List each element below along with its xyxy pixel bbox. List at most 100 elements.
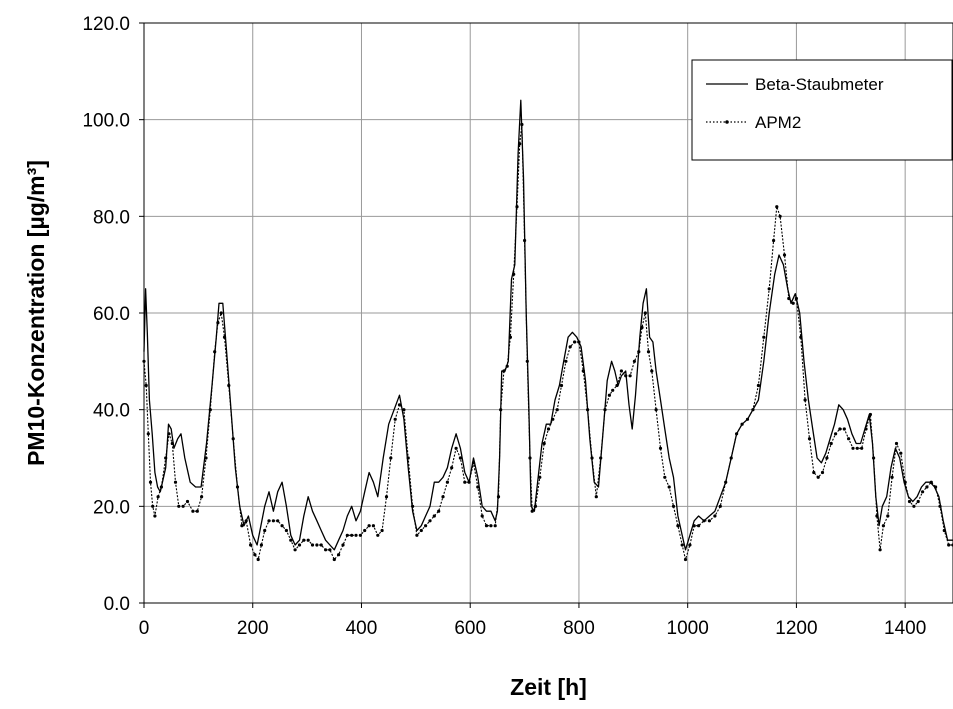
data-point-apm2 <box>615 383 619 388</box>
data-point-apm2 <box>533 504 538 508</box>
data-point-apm2 <box>903 480 907 484</box>
data-point-apm2 <box>590 456 594 460</box>
y-tick-label: 80.0 <box>93 207 130 228</box>
data-point-apm2 <box>397 403 402 407</box>
data-point-apm2 <box>573 340 577 344</box>
data-point-apm2 <box>505 364 509 368</box>
data-point-apm2 <box>538 475 542 479</box>
data-point-apm2 <box>921 490 925 494</box>
data-point-apm2 <box>847 437 851 441</box>
data-point-apm2 <box>663 475 667 479</box>
data-point-apm2 <box>586 408 590 412</box>
data-point-apm2 <box>875 514 879 518</box>
data-point-apm2 <box>628 374 632 378</box>
x-tick-label: 600 <box>454 618 486 639</box>
data-point-apm2 <box>778 214 782 218</box>
data-point-apm2 <box>713 514 717 518</box>
data-point-apm2 <box>328 548 332 552</box>
x-axis-ticks: 0 200 400 600 800 1000 1200 1400 <box>139 603 926 639</box>
data-point-apm2 <box>581 369 585 373</box>
data-point-apm2 <box>729 456 733 460</box>
x-tick-label: 400 <box>346 618 378 639</box>
series-line-apm2 <box>143 123 953 561</box>
data-point-apm2 <box>213 350 217 354</box>
data-point-apm2 <box>480 514 484 518</box>
data-point-apm2 <box>219 311 223 315</box>
data-point-apm2 <box>772 238 776 243</box>
data-point-apm2 <box>458 456 462 460</box>
data-point-apm2 <box>280 524 284 528</box>
legend-label-beta-staubmeter: Beta-Staubmeter <box>755 75 884 94</box>
data-point-apm2 <box>259 543 263 547</box>
data-point-apm2 <box>302 538 306 542</box>
data-point-apm2 <box>204 456 208 460</box>
data-point-apm2 <box>542 441 546 446</box>
data-point-apm2 <box>173 480 178 484</box>
y-tick-label: 120.0 <box>82 14 130 35</box>
y-tick-label: 40.0 <box>93 401 130 422</box>
data-point-apm2 <box>619 369 624 373</box>
data-point-apm2 <box>293 548 297 552</box>
data-point-apm2 <box>551 417 555 421</box>
data-point-apm2 <box>502 369 506 373</box>
data-point-apm2 <box>151 504 155 508</box>
data-point-apm2 <box>650 369 654 373</box>
data-point-apm2 <box>745 417 750 421</box>
data-point-apm2 <box>707 519 712 523</box>
data-point-apm2 <box>463 480 467 484</box>
data-point-apm2 <box>624 374 628 378</box>
data-point-apm2 <box>146 432 150 436</box>
data-point-apm2 <box>697 524 701 528</box>
data-point-apm2 <box>271 519 275 523</box>
data-point-apm2 <box>496 495 501 499</box>
data-point-apm2 <box>735 432 739 436</box>
series-group <box>142 99 953 562</box>
data-point-apm2 <box>782 253 787 257</box>
data-point-apm2 <box>231 437 235 441</box>
data-point-apm2 <box>515 205 519 209</box>
data-point-apm2 <box>599 456 603 460</box>
data-point-apm2 <box>812 470 816 475</box>
data-point-apm2 <box>263 528 267 533</box>
data-point-apm2 <box>907 499 912 504</box>
data-point-apm2 <box>718 504 722 508</box>
data-point-apm2 <box>493 524 497 528</box>
data-point-apm2 <box>167 432 171 436</box>
data-point-apm2 <box>148 480 153 484</box>
data-point-apm2 <box>159 485 163 489</box>
data-point-apm2 <box>692 524 696 528</box>
data-point-apm2 <box>702 519 706 523</box>
data-point-apm2 <box>530 509 534 513</box>
data-point-apm2 <box>319 543 323 547</box>
data-point-apm2 <box>607 393 612 397</box>
data-point-apm2 <box>380 528 384 533</box>
data-point-apm2 <box>284 528 288 533</box>
data-point-apm2 <box>676 524 680 528</box>
data-point-apm2 <box>916 499 920 504</box>
data-point-apm2 <box>363 528 367 533</box>
data-point-apm2 <box>508 335 512 339</box>
data-point-apm2 <box>467 480 471 484</box>
data-point-apm2 <box>402 408 406 412</box>
data-point-apm2 <box>249 543 253 547</box>
data-point-apm2 <box>476 485 480 489</box>
legend-label-apm2: APM2 <box>755 113 801 132</box>
data-point-apm2 <box>643 311 647 315</box>
x-tick-label: 1200 <box>775 618 817 639</box>
data-point-apm2 <box>546 427 551 431</box>
data-point-apm2 <box>144 383 148 388</box>
data-point-apm2 <box>310 543 315 547</box>
y-tick-label: 60.0 <box>93 304 130 325</box>
data-point-apm2 <box>658 446 663 450</box>
legend: Beta-Staubmeter APM2 <box>691 59 953 161</box>
data-point-apm2 <box>646 350 651 354</box>
data-point-apm2 <box>181 504 185 508</box>
x-axis-title: Zeit [h] <box>510 674 587 700</box>
y-tick-label: 0.0 <box>104 594 130 615</box>
data-point-apm2 <box>934 485 938 489</box>
data-point-apm2 <box>564 359 568 363</box>
data-point-apm2 <box>153 514 157 518</box>
data-point-apm2 <box>881 524 886 528</box>
data-point-apm2 <box>450 466 454 470</box>
data-point-apm2 <box>332 557 336 562</box>
